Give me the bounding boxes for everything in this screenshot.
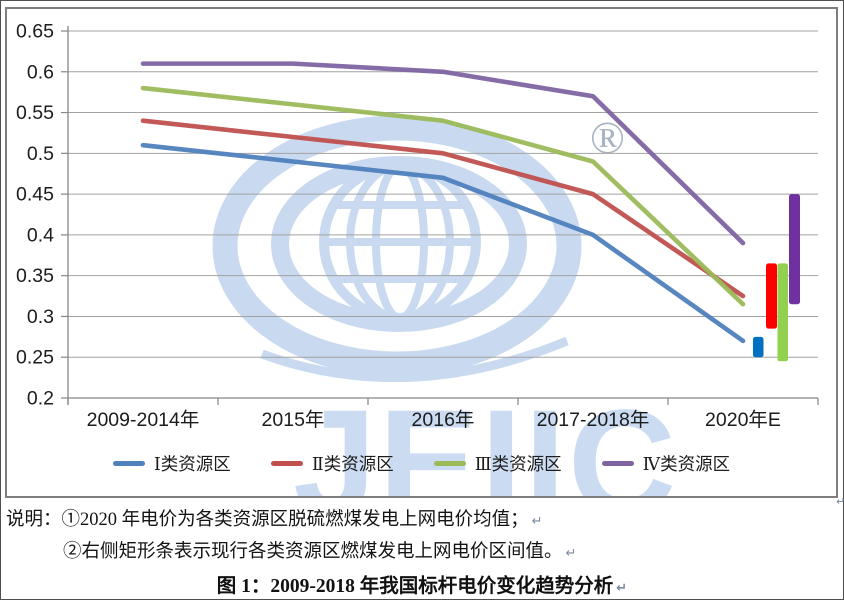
paragraph-mark: ↵ [616, 581, 628, 596]
series-line-3 [140, 85, 746, 307]
y-tick-label: 0.6 [27, 61, 54, 83]
chart-legend: Ⅰ类资源区 Ⅱ类资源区 Ⅲ类资源区 Ⅳ类资源区 [7, 451, 836, 476]
x-category-label: 2015年 [262, 409, 325, 431]
paragraph-mark: ↵ [836, 495, 844, 508]
range-bar-4 [789, 194, 800, 305]
notes-block: 说明：①2020 年电价为各类资源区脱硫燃煤发电上网电价均值； ↵ ②右侧矩形条表… [6, 505, 836, 569]
y-tick-label: 0.55 [16, 102, 54, 124]
y-tick-label: 0.65 [16, 21, 54, 43]
note-line-1: 说明：①2020 年电价为各类资源区脱硫燃煤发电上网电价均值； ↵ [6, 505, 836, 537]
watermark-text: JEIIC [293, 378, 679, 498]
x-category-label: 2017-2018年 [537, 409, 650, 431]
watermark: JEIIC ® [7, 9, 836, 496]
series-line-4 [140, 61, 746, 246]
chart-frame: JEIIC ® 0.65 0.6 0.55 0.5 0.45 0.4 0.35 0.3 0.25… [5, 7, 838, 498]
series-line-2 [140, 118, 746, 299]
note-line-2: ②右侧矩形条表示现行各类资源区燃煤发电上网电价区间值。 ↵ [6, 537, 836, 569]
legend-label-zone3: Ⅲ类资源区 [474, 454, 562, 474]
y-tick-label: 0.35 [16, 265, 54, 287]
y-tick-label: 0.45 [16, 184, 54, 206]
legend-swatch-zone2 [270, 461, 303, 466]
paragraph-mark: ↵ [531, 514, 543, 529]
line-chart-plot: 0.65 0.6 0.55 0.5 0.45 0.4 0.35 0.3 0.25 0.2 2009-… [16, 21, 819, 431]
watermark-logo-icon [212, 115, 582, 383]
legend-swatch-zone1 [112, 461, 145, 466]
x-category-label: 2009-2014年 [87, 409, 200, 431]
series-line-1 [140, 142, 746, 344]
range-bar-2 [766, 263, 777, 329]
range-bar-3 [777, 263, 788, 362]
x-category-label: 2020年E [705, 409, 781, 431]
legend-item-zone4: Ⅳ类资源区 [601, 451, 731, 476]
y-tick-label: 0.4 [27, 224, 54, 246]
legend-item-zone2: Ⅱ类资源区 [270, 451, 394, 476]
legend-swatch-zone3 [433, 461, 466, 466]
figure-caption-text: 图 1：2009-2018 年我国标杆电价变化趋势分析 [216, 576, 614, 597]
legend-swatch-zone4 [601, 461, 634, 466]
y-tick-label: 0.5 [27, 143, 54, 165]
legend-label-zone1: Ⅰ类资源区 [153, 454, 231, 474]
x-category-label: 2016年 [412, 409, 475, 431]
legend-label-zone4: Ⅳ类资源区 [642, 454, 731, 474]
note-text-2: ②右侧矩形条表示现行各类资源区燃煤发电上网电价区间值。 [63, 542, 563, 562]
paragraph-mark: ↵ [565, 546, 577, 561]
range-bar-1 [753, 336, 764, 358]
legend-label-zone2: Ⅱ类资源区 [311, 454, 394, 474]
legend-item-zone1: Ⅰ类资源区 [112, 451, 231, 476]
note-text-1: ①2020 年电价为各类资源区脱硫燃煤发电上网电价均值； [61, 510, 529, 530]
legend-item-zone3: Ⅲ类资源区 [433, 451, 562, 476]
y-tick-label: 0.25 [16, 347, 54, 369]
figure-caption: 图 1：2009-2018 年我国标杆电价变化趋势分析 ↵ [0, 569, 844, 598]
y-tick-label: 0.2 [27, 388, 54, 410]
notes-label: 说明： [6, 510, 62, 530]
y-tick-label: 0.3 [27, 306, 54, 328]
